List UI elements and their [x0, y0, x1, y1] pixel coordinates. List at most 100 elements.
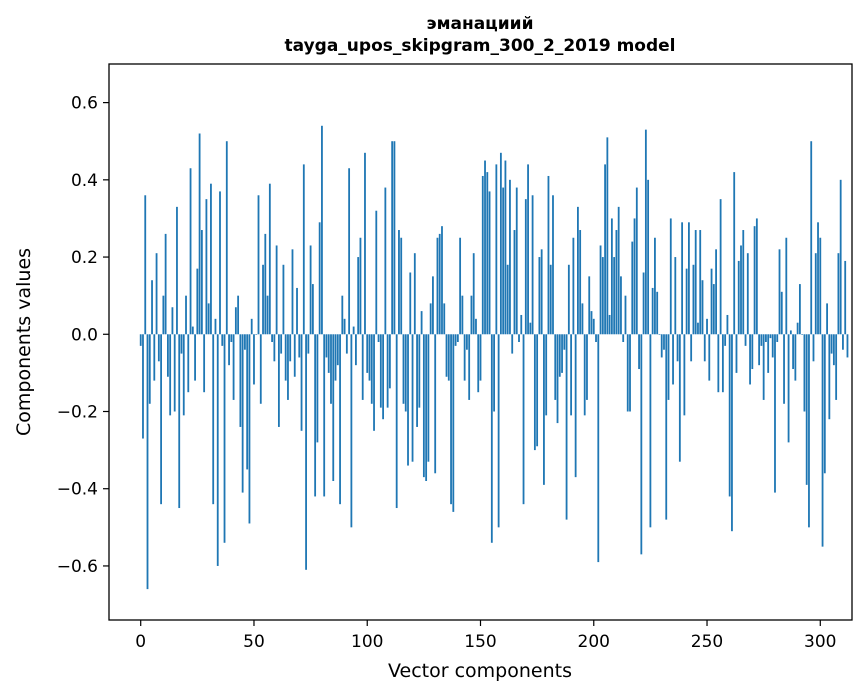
bar — [801, 334, 804, 335]
bar — [404, 334, 407, 412]
bar — [196, 268, 199, 335]
bar — [454, 334, 457, 346]
bar — [606, 137, 609, 335]
x-tick-label: 150 — [464, 632, 496, 652]
x-tick-label: 0 — [135, 632, 146, 652]
bar — [343, 318, 346, 335]
bar — [783, 334, 785, 404]
bar — [810, 141, 813, 335]
bar — [289, 334, 292, 362]
bar — [198, 133, 201, 335]
bar — [830, 334, 833, 354]
bar — [649, 334, 652, 528]
bar — [207, 303, 210, 335]
bar — [746, 253, 749, 335]
bar — [823, 334, 826, 474]
bar — [373, 334, 375, 431]
bar — [658, 334, 661, 335]
bar — [418, 334, 421, 408]
bar — [318, 222, 321, 335]
bar — [253, 334, 255, 385]
bar — [561, 334, 563, 373]
chart-subtitle: tayga_upos_skipgram_300_2_2019 model — [285, 36, 676, 56]
bar — [262, 264, 264, 335]
bar — [744, 334, 747, 346]
bar — [456, 334, 459, 342]
bar — [651, 287, 654, 335]
bar — [672, 334, 674, 385]
bar — [348, 168, 351, 335]
bar — [717, 334, 720, 393]
bar — [441, 226, 443, 335]
bar — [176, 206, 178, 335]
bar — [531, 195, 534, 335]
bar — [271, 334, 273, 342]
bar — [219, 191, 221, 335]
bar — [737, 260, 740, 335]
bar — [169, 334, 172, 416]
bar — [350, 334, 353, 528]
bar — [164, 233, 167, 335]
bar — [436, 237, 439, 335]
bar — [753, 226, 756, 335]
bar — [461, 295, 464, 335]
bar — [549, 264, 552, 335]
bar — [808, 334, 810, 528]
x-tick-label: 50 — [243, 632, 265, 652]
bar — [570, 334, 573, 416]
bar — [681, 222, 684, 335]
bar — [268, 183, 271, 335]
bar — [191, 326, 194, 335]
bar — [280, 334, 283, 354]
bar — [341, 295, 344, 335]
x-tick-label: 100 — [351, 632, 383, 652]
bar — [459, 237, 462, 335]
bar — [710, 268, 713, 335]
bar — [490, 334, 493, 543]
bar — [817, 222, 819, 335]
bar — [470, 295, 473, 335]
bar — [364, 152, 366, 335]
x-tick-label: 250 — [691, 632, 723, 652]
bar — [522, 334, 525, 505]
y-tick-label: 0.2 — [71, 248, 98, 268]
bar — [765, 334, 767, 342]
bar — [654, 237, 656, 335]
bar — [287, 334, 289, 400]
bar — [241, 334, 244, 493]
bar — [529, 322, 532, 335]
bar — [230, 334, 233, 342]
y-tick-label: 0.6 — [71, 94, 98, 114]
bar — [633, 218, 636, 335]
bar — [844, 260, 847, 335]
bar — [554, 334, 557, 400]
bar — [701, 280, 704, 335]
bar — [194, 334, 196, 381]
bar — [792, 334, 795, 370]
bar — [712, 284, 715, 335]
bar — [742, 230, 745, 335]
bar — [787, 334, 790, 443]
bar — [484, 160, 486, 335]
bar — [305, 334, 307, 570]
bar — [789, 330, 792, 335]
bar — [244, 334, 246, 350]
bar — [513, 230, 516, 335]
bar — [395, 334, 398, 509]
bar — [527, 164, 529, 335]
bar — [257, 195, 260, 335]
y-tick-label: −0.2 — [57, 403, 98, 423]
bar — [144, 195, 147, 335]
bar — [443, 303, 446, 335]
bar — [540, 249, 543, 335]
bar — [497, 334, 500, 528]
bar — [339, 334, 341, 505]
bar — [402, 334, 405, 404]
bar — [427, 334, 430, 462]
bar — [151, 280, 153, 335]
bar — [180, 334, 183, 354]
bar — [352, 326, 355, 335]
bar — [749, 334, 751, 385]
bar — [821, 334, 824, 547]
bar — [536, 334, 539, 447]
